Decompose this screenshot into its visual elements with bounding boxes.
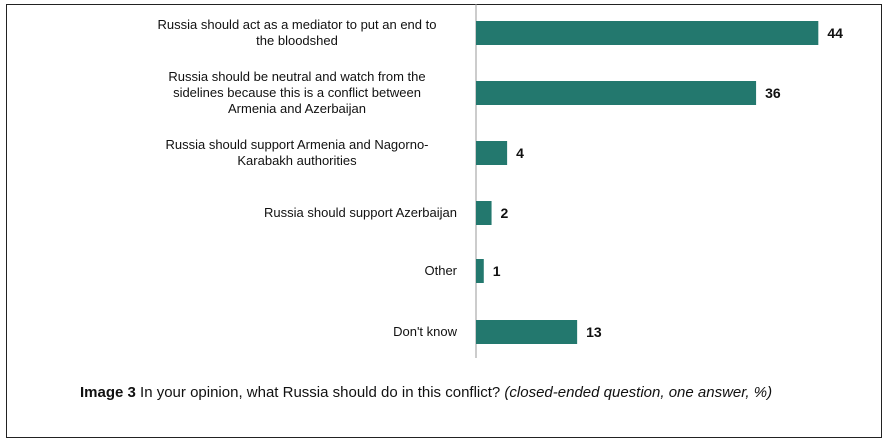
bar-5 (476, 320, 578, 344)
value-label-4: 1 (493, 263, 501, 279)
bar-1 (476, 81, 757, 105)
value-label-1: 36 (765, 85, 781, 101)
value-label-5: 13 (586, 324, 602, 340)
category-label-5: Don't know (393, 324, 458, 339)
bar-2 (476, 141, 508, 165)
value-label-2: 4 (516, 145, 524, 161)
caption-note: (closed-ended question, one answer, %) (504, 384, 773, 401)
category-label-0: Russia should act as a mediator to put a… (158, 17, 437, 48)
category-label-4: Other (424, 263, 457, 278)
category-label-3: Russia should support Azerbaijan (264, 205, 457, 220)
value-label-0: 44 (827, 25, 843, 41)
category-label-2: Russia should support Armenia and Nagorn… (165, 137, 428, 168)
bar-0 (476, 21, 819, 45)
bar-4 (476, 259, 484, 283)
bar-chart: 44 Russia should act as a mediator to put… (158, 4, 843, 358)
caption-question: In your opinion, what Russia should do i… (135, 384, 505, 401)
figure-caption: Image 3 In your opinion, what Russia sho… (80, 381, 880, 404)
bar-3 (476, 201, 492, 225)
figure-frame (6, 4, 882, 438)
caption-lead: Image 3 (80, 384, 136, 401)
category-label-1: Russia should be neutral and watch from … (168, 69, 425, 116)
value-label-3: 2 (501, 205, 509, 221)
